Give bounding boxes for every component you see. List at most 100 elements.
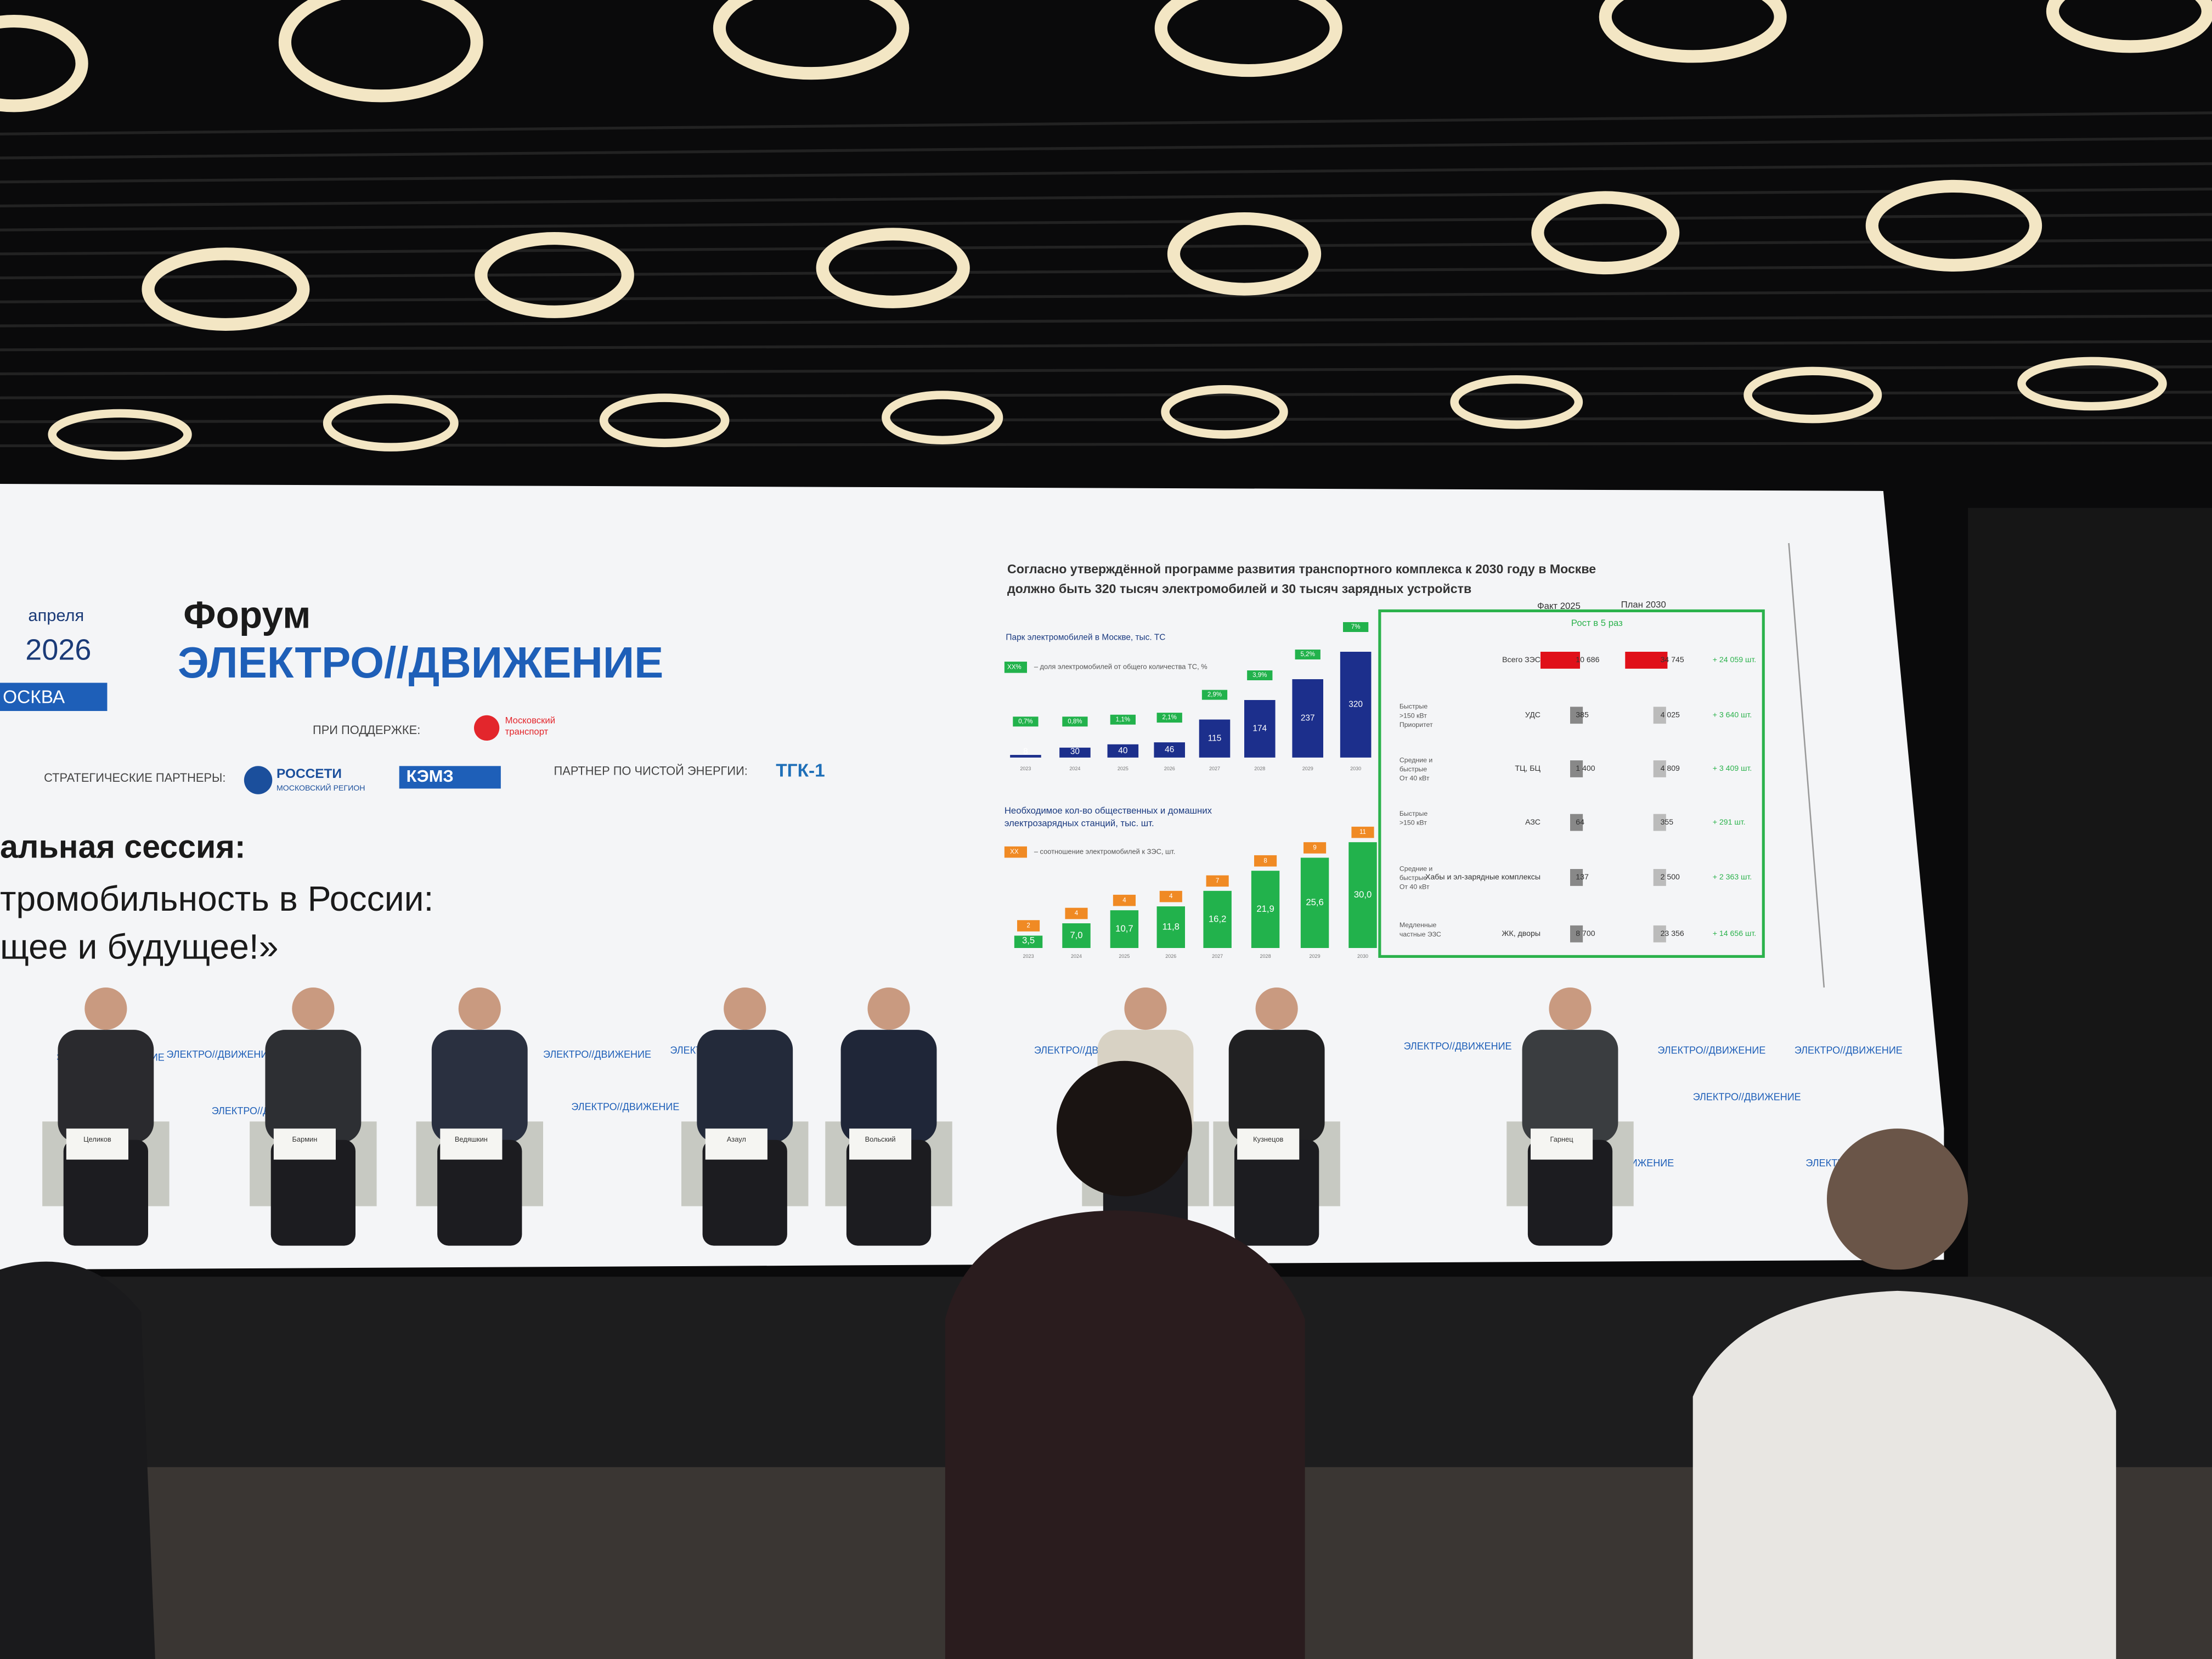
slide: апреля 2026 ОСКВА Форум ЭЛЕКТРО//ДВИЖЕНИ… [0, 543, 1914, 1169]
share-label: 2,9% [1207, 692, 1222, 698]
ratio-box [1351, 826, 1374, 838]
plan-bar [1653, 869, 1666, 886]
share-label: 7% [1351, 624, 1361, 630]
nameplate [849, 1128, 912, 1160]
row-segment: АЗС [1525, 817, 1541, 826]
audience-head [1057, 1060, 1192, 1197]
table-frame [1378, 609, 1765, 958]
ceiling-light [475, 232, 634, 318]
row-plan: 4 809 [1661, 764, 1680, 772]
nameplate [705, 1128, 768, 1160]
row-plan: 4 025 [1661, 710, 1680, 719]
row-type: От 40 кВт [1400, 883, 1430, 891]
nameplate [66, 1128, 128, 1160]
row-delta: + 291 шт. [1713, 817, 1746, 826]
row-type: Медленные [1400, 921, 1437, 929]
ratio-label: 7 [1216, 878, 1219, 884]
forum-mark: ЭЛЕКТРО//ДВИЖЕНИЕ [1795, 1045, 1903, 1056]
ceiling-light [2017, 357, 2167, 411]
truss [0, 365, 2212, 375]
truss [0, 314, 2212, 328]
bar-label: 46 [1165, 745, 1174, 754]
divider [1788, 543, 1825, 988]
row-type: быстрые [1400, 874, 1427, 882]
legend-key [1004, 846, 1027, 858]
body [1228, 1030, 1325, 1143]
ceiling-light [1450, 375, 1583, 429]
audience-member [1692, 1290, 2117, 1659]
head [292, 988, 335, 1030]
bar-label: 40 [1118, 746, 1127, 755]
legs [270, 1139, 356, 1246]
truss [0, 263, 2212, 280]
legend-label: – доля электромобилей от общего количест… [1034, 663, 1207, 671]
ratio-label: 4 [1169, 893, 1173, 900]
row-type: частные ЭЗС [1400, 930, 1441, 938]
fact-bar [1570, 814, 1583, 831]
bar [1203, 890, 1232, 948]
session-title: тромобильность в России: [0, 879, 433, 918]
audience-member [945, 1210, 1305, 1659]
side-screen [1968, 507, 2212, 1298]
bar-label: 174 [1252, 724, 1267, 733]
bar [1244, 699, 1276, 758]
kemz-logo [399, 766, 501, 789]
row-delta: + 14 656 шт. [1713, 929, 1756, 938]
row-type: Быстрые [1400, 703, 1427, 710]
legs [702, 1139, 787, 1246]
plan-bar [1653, 925, 1666, 943]
head [84, 988, 127, 1030]
row-fact: 137 [1576, 872, 1589, 881]
truss [0, 162, 2212, 184]
truss [0, 289, 2212, 303]
bar-label: 21,9 [1256, 904, 1274, 914]
row-fact: 385 [1576, 710, 1589, 719]
nameplate [440, 1128, 503, 1160]
support-label: ПРИ ПОДДЕРЖКЕ: [313, 723, 420, 737]
row-type: быстрые [1400, 765, 1427, 773]
nameplate-text: Кузнецов [1253, 1135, 1283, 1143]
row-plan: 2 500 [1661, 872, 1680, 881]
ratio-box [1206, 875, 1229, 887]
ceiling-light [1743, 366, 1882, 424]
ceiling-light [278, 0, 483, 103]
row-fact: 1 400 [1576, 764, 1595, 772]
ceiling-light [0, 15, 88, 112]
city-badge [0, 682, 108, 711]
row-plan: 355 [1661, 817, 1674, 826]
nameplate-text: Целиков [83, 1135, 111, 1143]
chart-title: Необходимое кол-во общественных и домашн… [1005, 805, 1212, 816]
bar [1010, 755, 1041, 758]
ratio-box [1159, 890, 1182, 902]
table-header: Факт 2025 [1537, 601, 1581, 611]
nameplate-text: Ведяшкин [455, 1135, 488, 1143]
table-header: План 2030 [1621, 600, 1666, 610]
nameplate [1237, 1128, 1300, 1160]
nameplate [273, 1128, 336, 1160]
row-segment: Хабы и эл-зарядные комплексы [1425, 872, 1541, 881]
share-box [1201, 690, 1228, 700]
fact-bar [1570, 869, 1583, 886]
truss [0, 111, 2212, 136]
bar [1059, 747, 1091, 758]
truss [0, 340, 2212, 352]
legs [1234, 1139, 1319, 1246]
ceiling-light [599, 393, 730, 448]
head [1255, 988, 1298, 1030]
bar-label: 115 [1208, 733, 1222, 743]
forum-title: Форум [183, 594, 311, 636]
share-box [1295, 650, 1321, 660]
forum-mark: ЭЛЕКТРО//ДВИЖЕНИЕ [1693, 1091, 1801, 1102]
ceiling-light [1167, 212, 1322, 296]
bar [1062, 923, 1091, 948]
body [58, 1030, 154, 1143]
row-delta: + 2 363 шт. [1713, 872, 1752, 881]
bar-label: 8 [1023, 747, 1028, 757]
fact-bar [1570, 760, 1583, 777]
energy-label: ПАРТНЕР ПО ЧИСТОЙ ЭНЕРГИИ: [554, 764, 748, 777]
nameplate-text: Гарнец [1550, 1135, 1574, 1143]
legs [846, 1139, 932, 1246]
x-tick-label: 2028 [1254, 766, 1265, 771]
x-tick-label: 2023 [1023, 953, 1034, 959]
legs [1527, 1139, 1613, 1246]
